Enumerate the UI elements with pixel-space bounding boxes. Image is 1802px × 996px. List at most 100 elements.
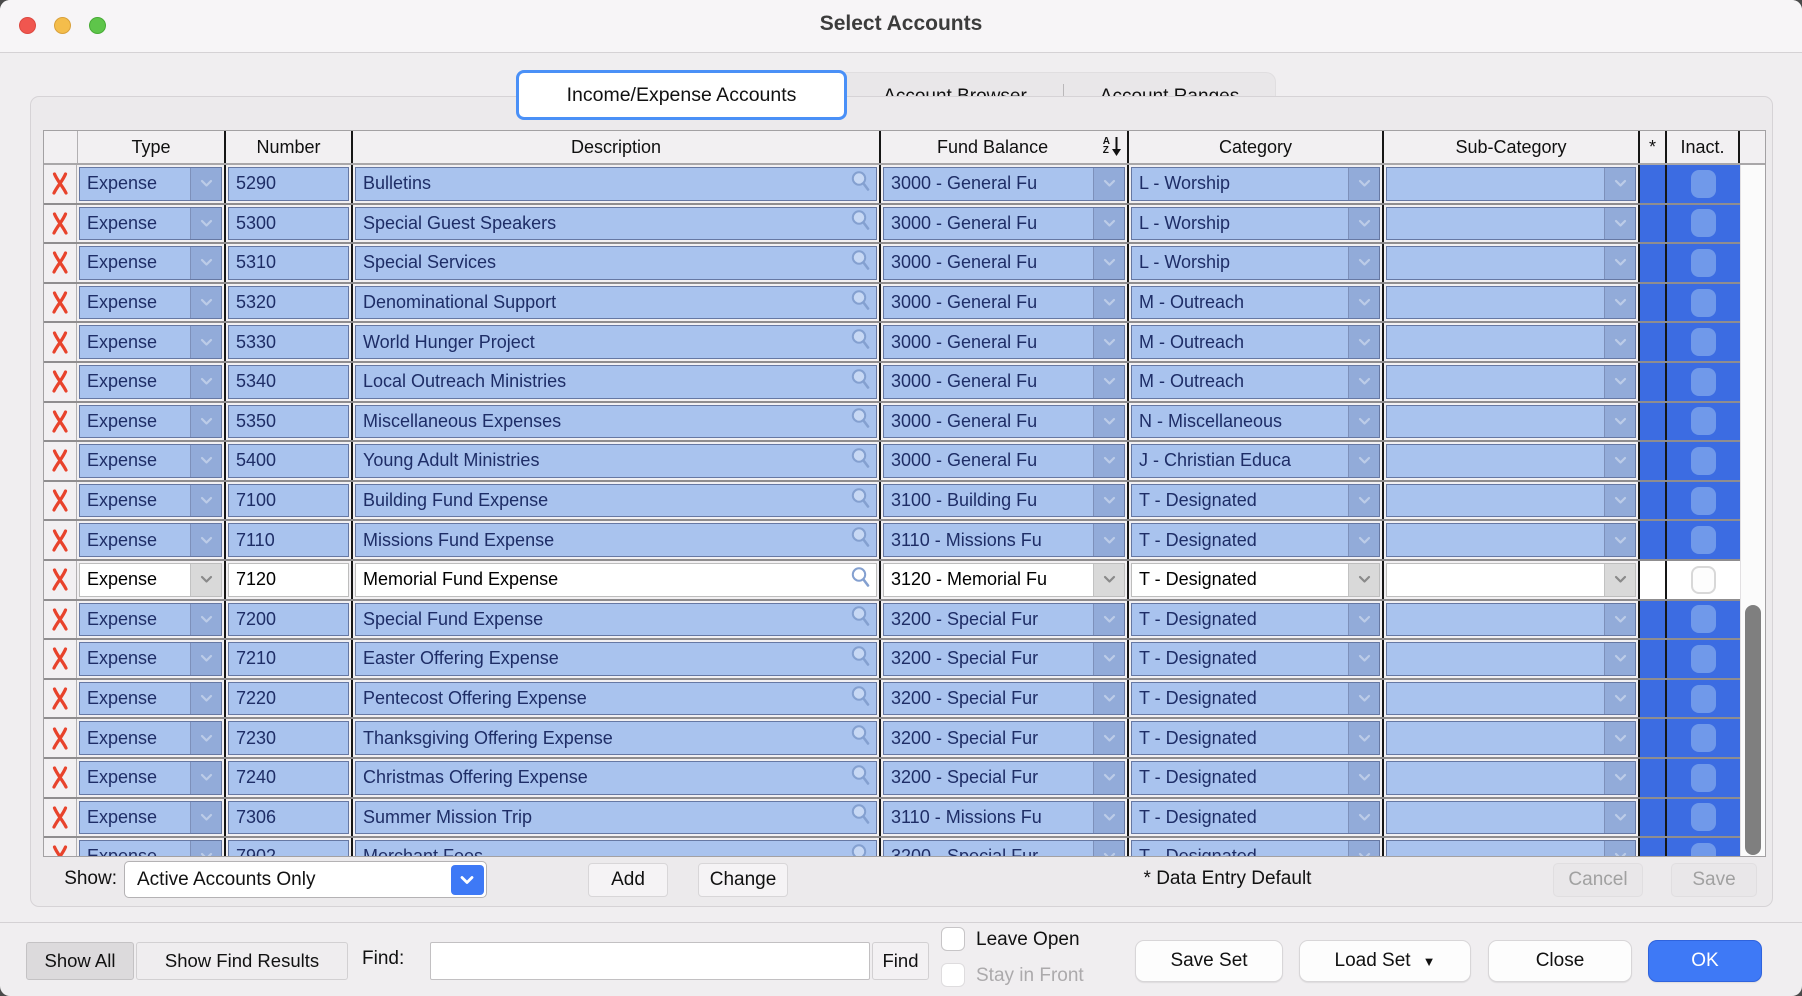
tab-income-expense-accounts[interactable]: Income/Expense Accounts: [516, 70, 847, 120]
fund-balance-combobox[interactable]: 3110 - Missions Fu: [883, 523, 1125, 557]
load-set-button[interactable]: Load Set ▼: [1299, 940, 1471, 982]
inactive-checkbox[interactable]: [1691, 169, 1716, 198]
sub-category-combobox[interactable]: [1386, 562, 1636, 597]
number-field[interactable]: 5330: [228, 325, 349, 359]
scissors-icon[interactable]: [50, 250, 70, 275]
type-combobox[interactable]: Expense: [79, 167, 222, 201]
fund-balance-combobox[interactable]: 3000 - General Fu: [883, 167, 1125, 201]
description-field[interactable]: Denominational Support: [355, 285, 877, 320]
number-field[interactable]: 7306: [228, 800, 349, 835]
default-marker-cell[interactable]: [1640, 165, 1665, 203]
search-icon[interactable]: [850, 566, 872, 594]
type-combobox[interactable]: Expense: [79, 840, 222, 856]
number-field[interactable]: 7120: [228, 562, 349, 597]
description-field[interactable]: Merchant Fees: [355, 840, 877, 856]
category-combobox[interactable]: T - Designated: [1131, 760, 1380, 795]
description-field[interactable]: Special Fund Expense: [355, 602, 877, 637]
fund-balance-combobox[interactable]: 3000 - General Fu: [883, 246, 1125, 280]
type-combobox[interactable]: Expense: [79, 285, 222, 320]
default-marker-cell[interactable]: [1640, 679, 1665, 718]
search-icon[interactable]: [850, 328, 872, 356]
category-combobox[interactable]: M - Outreach: [1131, 285, 1380, 320]
default-marker-cell[interactable]: [1640, 244, 1665, 282]
zoom-window-icon[interactable]: [89, 17, 106, 34]
inactive-checkbox[interactable]: [1691, 803, 1716, 832]
scissors-icon[interactable]: [50, 765, 70, 790]
scissors-icon[interactable]: [50, 726, 70, 751]
table-row[interactable]: Expense 7210 Easter Offering Expense: [44, 640, 1740, 680]
description-field[interactable]: Bulletins: [355, 167, 877, 201]
fund-balance-combobox[interactable]: 3200 - Special Fur: [883, 602, 1125, 637]
scrollbar-thumb[interactable]: [1745, 605, 1761, 855]
sub-category-combobox[interactable]: [1386, 602, 1636, 637]
sub-category-combobox[interactable]: [1386, 404, 1636, 439]
category-combobox[interactable]: M - Outreach: [1131, 325, 1380, 359]
description-field[interactable]: World Hunger Project: [355, 325, 877, 359]
sub-category-combobox[interactable]: [1386, 523, 1636, 557]
category-combobox[interactable]: T - Designated: [1131, 840, 1380, 856]
number-field[interactable]: 5400: [228, 444, 349, 478]
description-field[interactable]: Special Guest Speakers: [355, 206, 877, 241]
fund-balance-combobox[interactable]: 3200 - Special Fur: [883, 721, 1125, 755]
add-button[interactable]: Add: [588, 863, 668, 897]
category-combobox[interactable]: T - Designated: [1131, 800, 1380, 835]
category-combobox[interactable]: L - Worship: [1131, 246, 1380, 280]
search-icon[interactable]: [850, 407, 872, 435]
inactive-checkbox[interactable]: [1691, 248, 1716, 277]
table-row[interactable]: Expense 5400 Young Adult Ministries: [44, 442, 1740, 482]
description-field[interactable]: Christmas Offering Expense: [355, 760, 877, 795]
default-marker-cell[interactable]: [1640, 798, 1665, 837]
search-icon[interactable]: [850, 605, 872, 633]
search-icon[interactable]: [850, 526, 872, 554]
header-fund-balance[interactable]: Fund Balance A Z: [879, 131, 1127, 163]
number-field[interactable]: 5350: [228, 404, 349, 439]
description-field[interactable]: Miscellaneous Expenses: [355, 404, 877, 439]
scissors-icon[interactable]: [50, 369, 70, 394]
fund-balance-combobox[interactable]: 3100 - Building Fu: [883, 483, 1125, 518]
show-find-results-button[interactable]: Show Find Results: [136, 942, 348, 980]
default-marker-cell[interactable]: [1640, 719, 1665, 757]
inactive-checkbox[interactable]: [1691, 526, 1716, 555]
inactive-checkbox[interactable]: [1691, 763, 1716, 792]
category-combobox[interactable]: T - Designated: [1131, 602, 1380, 637]
sub-category-combobox[interactable]: [1386, 840, 1636, 856]
default-marker-cell[interactable]: [1640, 640, 1665, 678]
category-combobox[interactable]: T - Designated: [1131, 721, 1380, 755]
scissors-icon[interactable]: [50, 844, 70, 856]
number-field[interactable]: 7200: [228, 602, 349, 637]
category-combobox[interactable]: L - Worship: [1131, 206, 1380, 241]
default-marker-cell[interactable]: [1640, 442, 1665, 480]
inactive-checkbox[interactable]: [1691, 842, 1716, 856]
inactive-checkbox[interactable]: [1691, 446, 1716, 475]
number-field[interactable]: 5320: [228, 285, 349, 320]
sub-category-combobox[interactable]: [1386, 364, 1636, 399]
type-combobox[interactable]: Expense: [79, 681, 222, 716]
table-row[interactable]: Expense 7110 Missions Fund Expense: [44, 521, 1740, 561]
fund-balance-combobox[interactable]: 3000 - General Fu: [883, 285, 1125, 320]
description-field[interactable]: Special Services: [355, 246, 877, 280]
sub-category-combobox[interactable]: [1386, 444, 1636, 478]
scissors-icon[interactable]: [50, 330, 70, 355]
scissors-icon[interactable]: [50, 448, 70, 473]
scissors-icon[interactable]: [50, 805, 70, 830]
sub-category-combobox[interactable]: [1386, 681, 1636, 716]
fund-balance-combobox[interactable]: 3000 - General Fu: [883, 444, 1125, 478]
type-combobox[interactable]: Expense: [79, 721, 222, 755]
table-row[interactable]: Expense 5290 Bulletins 30: [44, 165, 1740, 205]
number-field[interactable]: 7220: [228, 681, 349, 716]
description-field[interactable]: Building Fund Expense: [355, 483, 877, 518]
table-row[interactable]: Expense 5300 Special Guest Speakers: [44, 204, 1740, 245]
default-marker-cell[interactable]: [1640, 481, 1665, 520]
fund-balance-combobox[interactable]: 3000 - General Fu: [883, 404, 1125, 439]
sub-category-combobox[interactable]: [1386, 246, 1636, 280]
fund-balance-combobox[interactable]: 3000 - General Fu: [883, 206, 1125, 241]
close-window-icon[interactable]: [19, 17, 36, 34]
sub-category-combobox[interactable]: [1386, 800, 1636, 835]
change-button[interactable]: Change: [698, 863, 788, 897]
sub-category-combobox[interactable]: [1386, 721, 1636, 755]
type-combobox[interactable]: Expense: [79, 246, 222, 280]
close-button[interactable]: Close: [1488, 940, 1632, 982]
default-marker-cell[interactable]: [1640, 204, 1665, 243]
fund-balance-combobox[interactable]: 3000 - General Fu: [883, 325, 1125, 359]
scissors-icon[interactable]: [50, 646, 70, 671]
